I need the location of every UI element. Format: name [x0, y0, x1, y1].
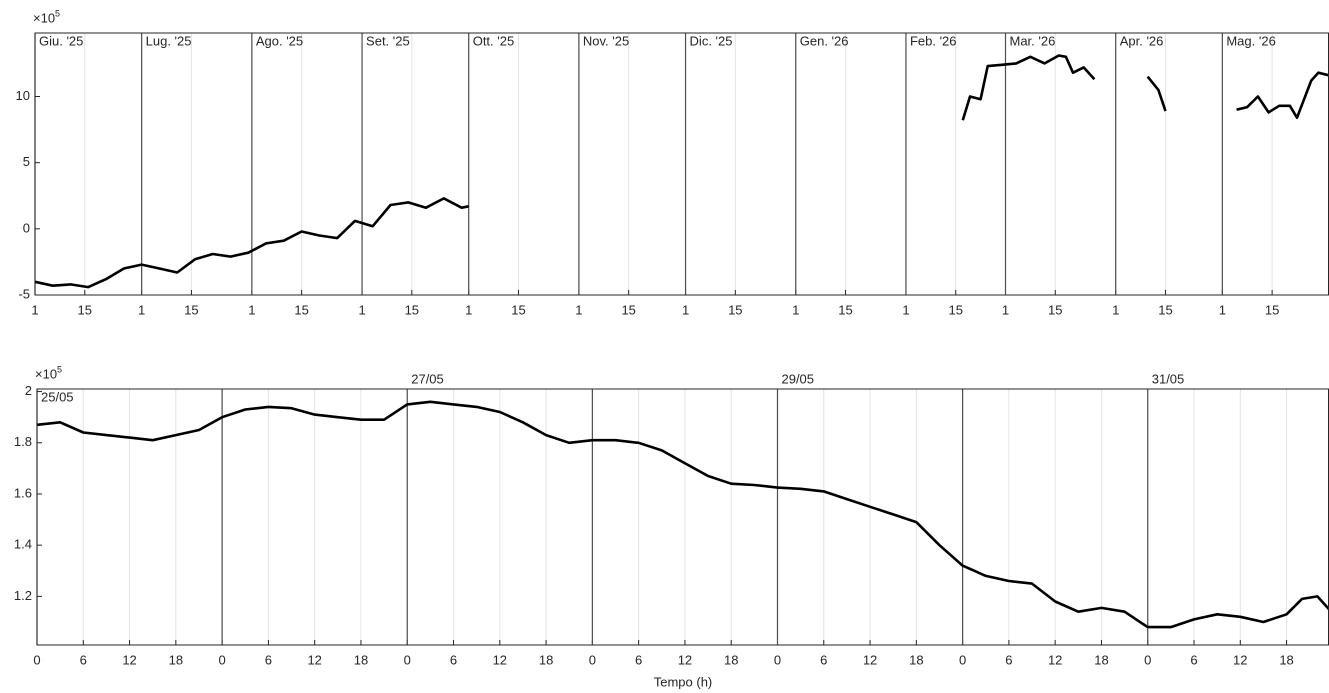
x-tick-label: 1: [1112, 302, 1119, 317]
data-line: [36, 400, 1329, 629]
x-tick-label: 12: [1233, 652, 1247, 667]
x-tick-label: 0: [404, 652, 411, 667]
x-tick-label: 1: [682, 302, 689, 317]
y-tick-label: 10: [16, 88, 30, 103]
period-label: 25/05: [41, 389, 74, 404]
y-tick-label: 0: [23, 220, 30, 235]
y-exponent: 5: [55, 8, 60, 18]
x-tick-label: 6: [1190, 652, 1197, 667]
y-tick-label: -5: [18, 286, 30, 301]
x-tick-label: 15: [1265, 302, 1279, 317]
x-tick-label: 12: [307, 652, 321, 667]
y-tick-label: 5: [23, 154, 30, 169]
x-tick-label: 18: [539, 652, 553, 667]
x-tick-label: 1: [358, 302, 365, 317]
x-tick-label: 12: [863, 652, 877, 667]
x-tick-label: 12: [122, 652, 136, 667]
x-tick-label: 15: [405, 302, 419, 317]
period-label: Mar. '26: [1010, 33, 1056, 48]
y-tick-label: 1.8: [14, 434, 32, 449]
period-label: Mag. '26: [1226, 33, 1275, 48]
x-tick-label: 1: [31, 302, 38, 317]
x-tick-label: 15: [78, 302, 92, 317]
period-label: Lug. '25: [146, 33, 192, 48]
y-multiplier: ×10: [35, 366, 57, 381]
x-tick-label: 15: [621, 302, 635, 317]
y-tick-label: 1.6: [14, 485, 32, 500]
x-tick-label: 15: [728, 302, 742, 317]
y-exponent: 5: [57, 364, 62, 374]
x-tick-label: 1: [792, 302, 799, 317]
period-label: Ott. '25: [473, 33, 515, 48]
x-tick-label: 6: [450, 652, 457, 667]
period-label: Set. '25: [366, 33, 410, 48]
x-tick-label: 0: [1144, 652, 1151, 667]
period-label: Gen. '26: [800, 33, 849, 48]
x-tick-label: 15: [1158, 302, 1172, 317]
x-tick-label: 12: [1048, 652, 1062, 667]
x-tick-label: 0: [33, 652, 40, 667]
period-label: Dic. '25: [690, 33, 733, 48]
x-tick-label: 0: [219, 652, 226, 667]
x-tick-label: 6: [820, 652, 827, 667]
x-tick-label: 18: [724, 652, 738, 667]
x-tick-label: 15: [948, 302, 962, 317]
data-line: [34, 54, 1329, 289]
x-tick-label: 1: [575, 302, 582, 317]
x-tick-label: 1: [1002, 302, 1009, 317]
period-label: Apr. '26: [1120, 33, 1164, 48]
period-label: 31/05: [1152, 371, 1185, 386]
y-tick-label: 1.4: [14, 537, 32, 552]
x-tick-label: 1: [138, 302, 145, 317]
x-tick-label: 15: [838, 302, 852, 317]
period-label: Feb. '26: [910, 33, 957, 48]
period-label: Nov. '25: [583, 33, 629, 48]
x-axis-label: Tempo (h): [654, 674, 713, 689]
x-tick-label: 15: [511, 302, 525, 317]
x-tick-label: 18: [909, 652, 923, 667]
y-tick-label: 1.2: [14, 588, 32, 603]
x-tick-label: 0: [959, 652, 966, 667]
x-tick-label: 15: [1048, 302, 1062, 317]
x-tick-label: 6: [80, 652, 87, 667]
x-tick-label: 15: [184, 302, 198, 317]
x-tick-label: 0: [774, 652, 781, 667]
x-tick-label: 6: [635, 652, 642, 667]
period-label: 27/05: [411, 371, 444, 386]
period-label: Ago. '25: [256, 33, 303, 48]
x-tick-label: 15: [294, 302, 308, 317]
x-tick-label: 1: [248, 302, 255, 317]
plot-area: [37, 389, 1329, 645]
x-tick-label: 18: [354, 652, 368, 667]
x-tick-label: 18: [169, 652, 183, 667]
y-multiplier: ×10: [33, 10, 55, 25]
x-tick-label: 0: [589, 652, 596, 667]
x-tick-label: 1: [465, 302, 472, 317]
period-label: Giu. '25: [39, 33, 83, 48]
x-tick-label: 6: [265, 652, 272, 667]
x-tick-label: 12: [493, 652, 507, 667]
x-tick-label: 1: [902, 302, 909, 317]
x-tick-label: 12: [678, 652, 692, 667]
y-tick-label: 2: [25, 383, 32, 398]
x-tick-label: 18: [1094, 652, 1108, 667]
x-tick-label: 1: [1219, 302, 1226, 317]
x-tick-label: 18: [1279, 652, 1293, 667]
x-tick-label: 6: [1005, 652, 1012, 667]
period-label: 29/05: [781, 371, 814, 386]
